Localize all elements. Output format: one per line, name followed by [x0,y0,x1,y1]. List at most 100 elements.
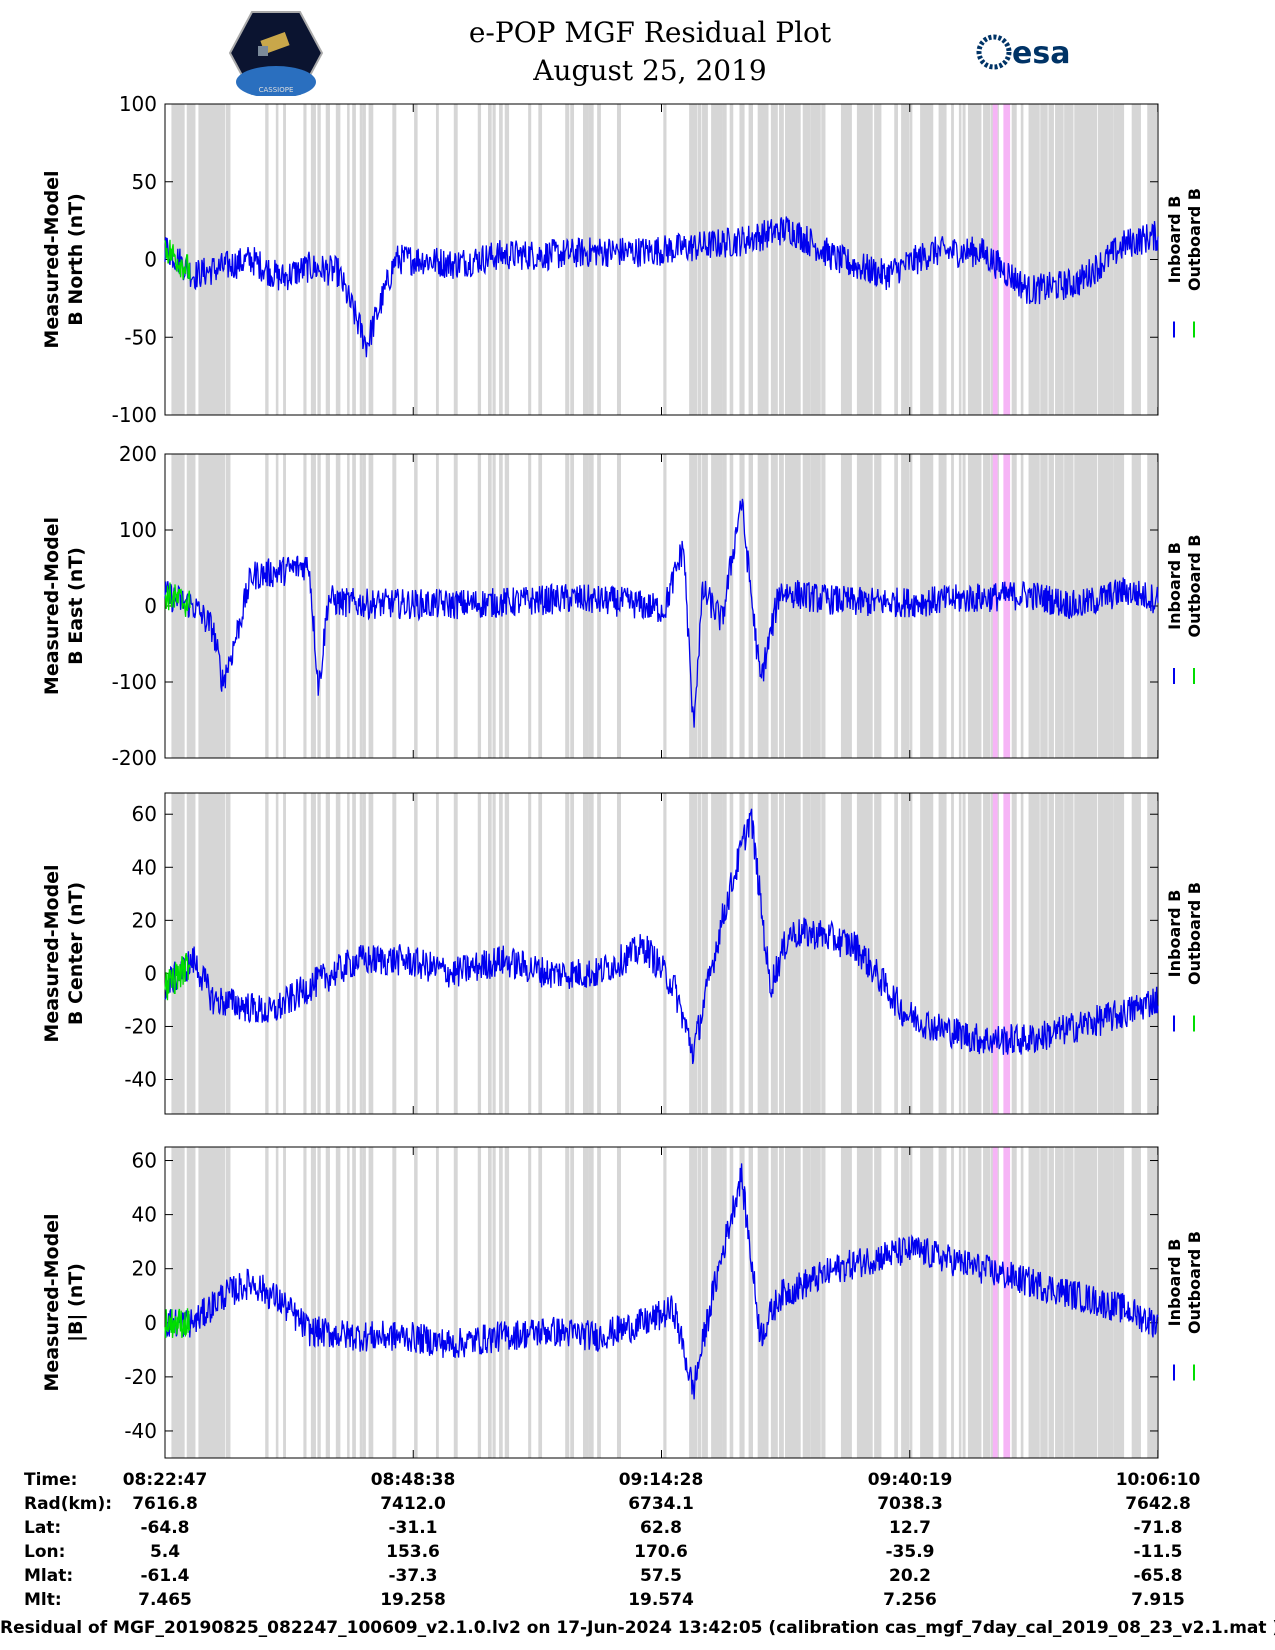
table-cell: 7.465 [138,1590,192,1610]
data-gap-band [362,104,366,415]
data-gap-band [588,793,592,1114]
data-gap-band [816,793,821,1114]
data-gap-band [1136,793,1141,1114]
data-gap-band [1131,454,1137,758]
data-gap-band [876,1147,882,1458]
data-gap-band [1118,104,1125,415]
data-gap-band [1082,104,1089,415]
data-gap-band [874,454,877,758]
data-gap-band [990,1147,994,1458]
data-gap-band [794,454,801,758]
y-tick-label: -100 [112,670,157,694]
data-gap-band [414,454,418,758]
data-gap-band [1057,793,1064,1114]
data-gap-band [487,454,492,758]
y-tick-label: 40 [132,1203,157,1227]
data-gap-band [198,454,202,758]
data-gap-band [813,104,818,415]
y-axis-label: |B| (nT) [65,1263,87,1342]
data-gap-band [435,1147,439,1458]
data-gap-band [1074,454,1080,758]
data-gap-band [225,793,230,1114]
data-gap-band [690,454,694,758]
data-gap-band [565,454,568,758]
data-gap-band [770,104,778,415]
data-gap-band [983,793,987,1114]
data-gap-band [616,1147,621,1458]
data-gap-band [794,104,801,415]
data-gap-band [703,104,706,415]
data-gap-band [317,793,321,1114]
data-gap-band [454,1147,457,1458]
data-gap-band [208,454,212,758]
data-gap-band [876,454,882,758]
data-gap-band [217,1147,224,1458]
data-gap-band [802,1147,811,1458]
esa-logo-text: esa [1012,36,1070,71]
data-gap-band [938,104,947,415]
data-gap-band [570,793,575,1114]
data-gap-band [1118,454,1125,758]
data-gap-band [265,793,269,1114]
data-gap-band [713,1147,720,1458]
data-gap-band [1041,104,1047,415]
data-gap-band [591,793,594,1114]
data-gap-band [347,1147,350,1458]
data-gap-band [813,454,818,758]
data-gap-band [703,454,706,758]
table-cell: 12.7 [889,1518,931,1538]
data-gap-band [177,1147,183,1458]
event-band [992,1147,998,1458]
data-gap-band [275,454,279,758]
data-gap-band [174,454,178,758]
data-gap-band [208,104,212,415]
data-gap-band [938,793,947,1114]
legend-outboard-label: Outboard B [1185,535,1204,638]
data-gap-band [874,1147,877,1458]
data-gap-band [352,1147,356,1458]
data-gap-band [921,104,929,415]
data-gap-band [1055,793,1061,1114]
data-gap-band [843,454,848,758]
event-band [1003,1147,1011,1458]
data-gap-band [1011,1147,1017,1458]
data-gap-band [663,104,667,415]
data-gap-band [283,104,286,415]
data-gap-band [591,104,594,415]
data-gap-band [368,793,372,1114]
table-cell: 09:14:28 [618,1470,704,1490]
data-gap-band [697,1147,702,1458]
data-gap-band [597,793,601,1114]
data-gap-band [565,1147,568,1458]
data-gap-band [876,793,882,1114]
data-gap-band [1113,793,1121,1114]
data-gap-band [861,104,868,415]
data-gap-band [691,454,698,758]
data-gap-band [352,454,356,758]
data-gap-band [785,454,792,758]
data-gap-band [1028,454,1035,758]
table-cell: 57.5 [640,1566,682,1586]
data-gap-band [370,793,374,1114]
event-band [1003,104,1011,415]
data-gap-band [843,1147,848,1458]
data-gap-band [942,454,946,758]
data-gap-band [703,793,706,1114]
data-gap-band [1136,454,1141,758]
table-cell: -64.8 [140,1518,190,1538]
data-gap-band [317,104,321,415]
data-gap-band [729,454,734,758]
data-gap-band [704,1147,708,1458]
data-gap-band [1152,793,1158,1114]
data-gap-band [1033,104,1040,415]
data-gap-band [215,104,221,415]
data-gap-band [1097,454,1102,758]
data-gap-band [190,104,196,415]
data-gap-band [1074,793,1080,1114]
legend-inboard-label: Inboard B [1165,542,1184,630]
data-gap-band [583,454,587,758]
data-gap-band [704,793,708,1114]
data-gap-band [616,793,621,1114]
data-gap-band [368,1147,372,1458]
data-gap-band [1050,793,1054,1114]
